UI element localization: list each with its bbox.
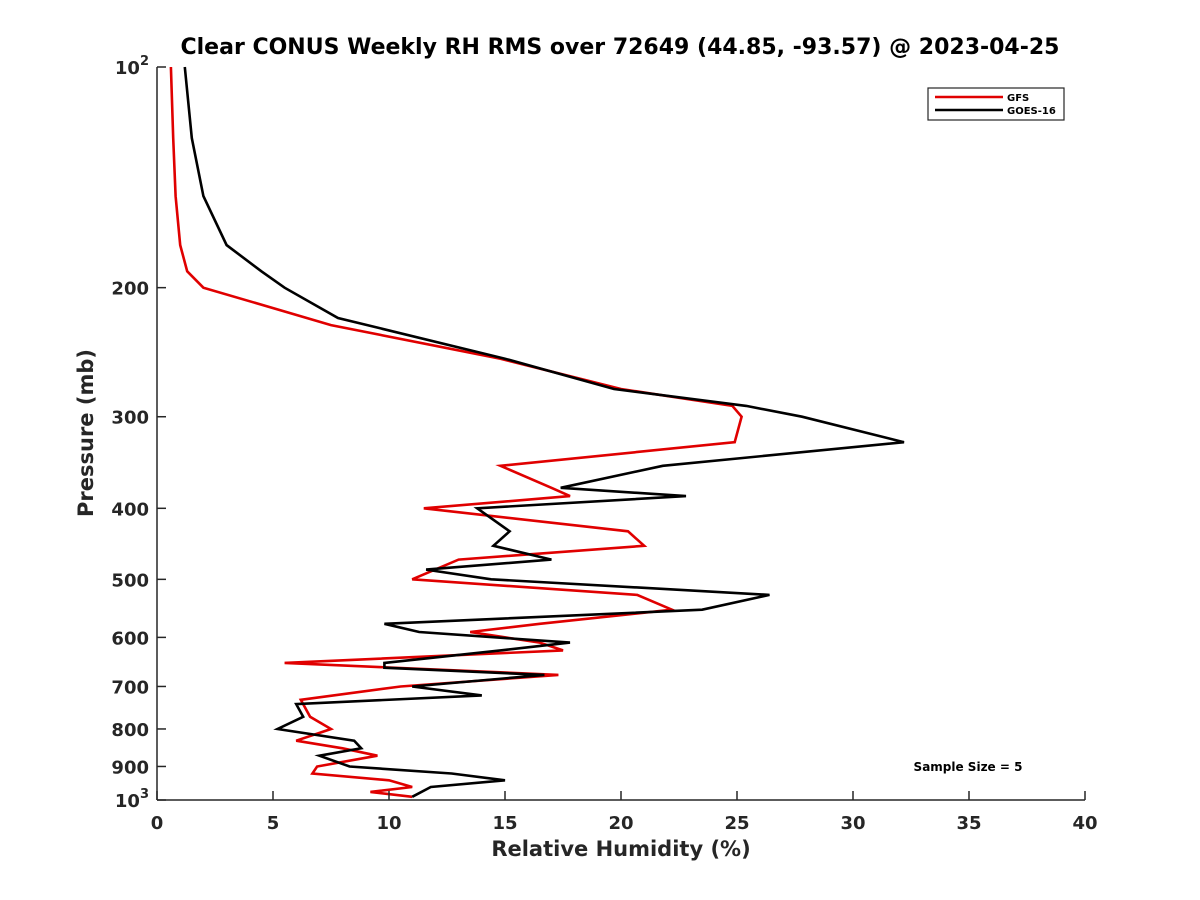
y-tick-label: 102 <box>115 54 149 79</box>
series-line-goes16 <box>183 66 905 798</box>
y-tick-label: 700 <box>111 677 149 698</box>
y-tick-label: 200 <box>111 279 149 300</box>
series-line-gfs <box>169 66 744 799</box>
sample-size-annotation: Sample Size = 5 <box>914 760 1023 774</box>
series-layer <box>169 66 905 799</box>
x-tick-label: 5 <box>267 813 280 834</box>
x-tick-label: 10 <box>376 813 401 834</box>
y-axis-label: Pressure (mb) <box>74 349 98 517</box>
x-tick-label: 0 <box>151 813 164 834</box>
y-tick-exponent: 3 <box>140 787 149 802</box>
x-tick-label: 25 <box>724 813 749 834</box>
y-ticks: 102 200 300 400 500 600 700 800 900 103 <box>111 54 166 812</box>
x-axis-label: Relative Humidity (%) <box>491 837 750 861</box>
x-tick-label: 30 <box>840 813 865 834</box>
x-tick-label: 20 <box>608 813 633 834</box>
axes <box>156 67 1085 801</box>
y-tick-exponent: 2 <box>140 54 149 69</box>
y-tick-label: 103 <box>115 787 149 812</box>
legend-label-gfs: GFS <box>1007 93 1029 104</box>
y-tick-label: 300 <box>111 408 149 429</box>
chart-title: Clear CONUS Weekly RH RMS over 72649 (44… <box>181 35 1060 60</box>
y-tick-label: 800 <box>111 720 149 741</box>
y-tick-label: 400 <box>111 499 149 520</box>
y-tick-label: 500 <box>111 570 149 591</box>
x-ticks: 0 5 10 15 20 25 30 35 40 <box>151 791 1098 834</box>
legend-label-goes16: GOES-16 <box>1007 106 1056 117</box>
x-tick-label: 15 <box>492 813 517 834</box>
legend-box <box>927 87 1065 121</box>
x-tick-label: 35 <box>956 813 981 834</box>
x-tick-label: 40 <box>1072 813 1097 834</box>
legend: GFS GOES-16 <box>927 87 1065 121</box>
y-tick-label: 600 <box>111 628 149 649</box>
y-tick-label: 900 <box>111 757 149 778</box>
